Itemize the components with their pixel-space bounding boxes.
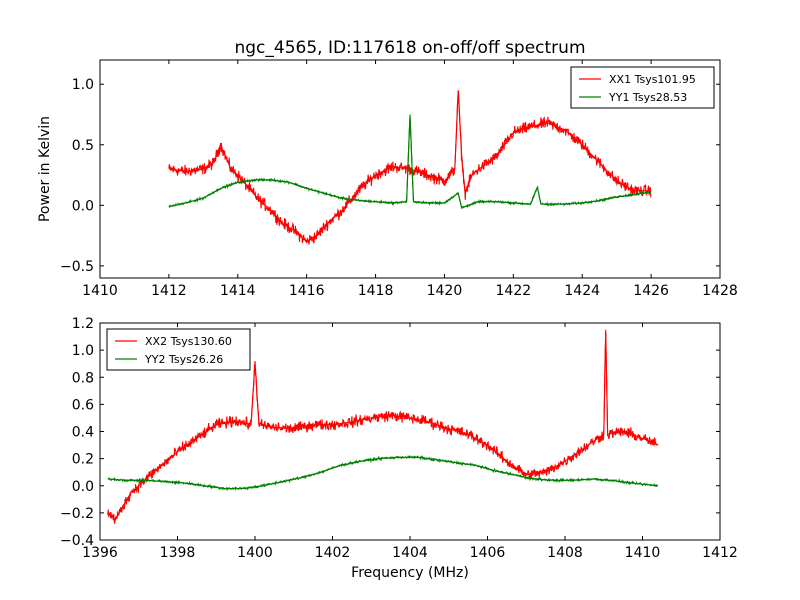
legend-box (106, 328, 251, 371)
x-tick-label: 1400 (237, 545, 273, 561)
x-tick-label: 1428 (702, 283, 738, 299)
x-tick-label: 1408 (547, 545, 583, 561)
legend: XX2 Tsys130.60 YY2 Tsys26.26 (106, 328, 251, 371)
x-tick-label: 1414 (220, 283, 256, 299)
x-tick-label: 1410 (625, 545, 661, 561)
y-tick-label: 0.6 (72, 397, 94, 413)
legend-label: YY1 Tsys28.53 (608, 91, 687, 104)
y-tick-label: 1.0 (72, 343, 94, 359)
axes-frame (99, 59, 721, 279)
x-tick-label: 1396 (82, 545, 118, 561)
series-anchor-line (168, 90, 652, 243)
y-tick-label: −0.5 (60, 259, 94, 275)
legend-label: XX1 Tsys101.95 (609, 73, 696, 86)
chart-title: ngc_4565, ID:117618 on-off/off spectrum (234, 38, 585, 58)
y-tick-label: 0.5 (72, 138, 94, 154)
y-tick-label: 0.4 (72, 425, 94, 441)
bottom-panel: 1396 1398 1400 1402 1404 1406 1408 1410 1412 −0.4… (60, 316, 738, 561)
x-tick-label: 1398 (160, 545, 196, 561)
x-tick-label: 1406 (470, 545, 506, 561)
y-tick-label: 0.8 (72, 370, 94, 386)
legend-box (570, 66, 715, 109)
x-axis-label: Frequency (MHz) (351, 565, 469, 581)
y-tick-label: 1.2 (72, 316, 94, 332)
x-tick-label: 1424 (564, 283, 600, 299)
y-tick-label: 0.0 (72, 479, 94, 495)
y-tick-label: 0.0 (72, 198, 94, 214)
legend-label: XX2 Tsys130.60 (145, 335, 232, 348)
x-tick-label: 1410 (82, 283, 118, 299)
y-tick-label: −0.4 (60, 533, 94, 549)
legend: XX1 Tsys101.95 YY1 Tsys28.53 (570, 66, 715, 109)
x-tick-label: 1402 (315, 545, 351, 561)
x-tick-label: 1422 (496, 283, 532, 299)
series-anchor-line (107, 329, 659, 521)
x-tick-label: 1404 (392, 545, 428, 561)
y-tick-label: −0.2 (60, 506, 94, 522)
y-tick-label: 0.2 (72, 452, 94, 468)
x-tick-label: 1418 (358, 283, 394, 299)
x-tick-label: 1420 (427, 283, 463, 299)
x-tick-label: 1412 (702, 545, 738, 561)
legend-label: YY2 Tsys26.26 (144, 353, 223, 366)
top-panel: 1410 1412 1414 1416 1418 1420 1422 1424 1426 1428… (60, 59, 738, 299)
y-tick-label: 1.0 (72, 77, 94, 93)
x-tick-label: 1412 (151, 283, 187, 299)
x-tick-label: 1416 (289, 283, 325, 299)
series-anchor-line (168, 114, 652, 209)
series-anchor-line (107, 456, 659, 490)
x-tick-label: 1426 (633, 283, 669, 299)
y-axis-label: Power in Kelvin (37, 116, 53, 222)
